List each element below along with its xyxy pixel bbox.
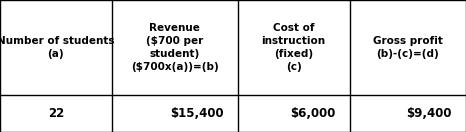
Text: 22: 22 — [48, 107, 64, 120]
Text: $6,000: $6,000 — [290, 107, 336, 120]
Text: Number of students
(a): Number of students (a) — [0, 36, 115, 59]
Text: Revenue
($700 per
student)
($700x(a))=(b): Revenue ($700 per student) ($700x(a))=(b… — [131, 23, 219, 72]
Text: Cost of
instruction
(fixed)
(c): Cost of instruction (fixed) (c) — [261, 23, 326, 72]
Text: $9,400: $9,400 — [406, 107, 452, 120]
Text: Gross profit
(b)-(c)=(d): Gross profit (b)-(c)=(d) — [373, 36, 443, 59]
Text: $15,400: $15,400 — [170, 107, 224, 120]
